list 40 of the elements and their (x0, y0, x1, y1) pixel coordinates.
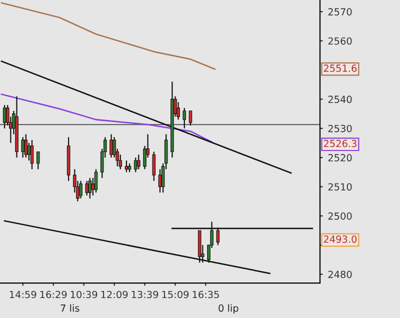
line-series (0, 94, 213, 143)
line-series (0, 2, 216, 70)
text: 0 lip (218, 304, 238, 314)
candlestick (36, 151, 40, 170)
x-tick-label: 16:29 (40, 290, 67, 298)
y-tick-label: 2510 (328, 183, 352, 191)
y-tick-label: 2500 (328, 212, 352, 220)
x-tick-label: 10:39 (70, 290, 98, 298)
y-tick-label: 2530 (328, 124, 352, 132)
x-tick-label: 12:09 (101, 290, 128, 298)
text: 7 lis (60, 304, 80, 312)
candlestick (85, 180, 89, 196)
candlestick (27, 142, 31, 162)
y-tick-label: 2520 (328, 154, 352, 162)
x-tick-label: 13:39 (132, 290, 158, 298)
text: 2551.6 (324, 64, 357, 72)
candlestick (110, 134, 113, 158)
text: 2493.0 (324, 235, 357, 243)
y-tick-label: 2540 (328, 96, 352, 104)
candlestick (30, 139, 34, 170)
candlestick (134, 157, 138, 173)
candlestick (137, 154, 140, 170)
y-tick-label: 2560 (328, 37, 352, 45)
candlestick (124, 160, 128, 173)
candlestick (24, 134, 28, 158)
y-tick-label: 2480 (328, 270, 352, 278)
y-tick-label: 2570 (328, 8, 352, 16)
candlestick (79, 180, 82, 199)
text: 2526.3 (324, 140, 356, 148)
x-tick-label: 16:35 (192, 290, 219, 298)
candlestick (2, 104, 6, 129)
candlestick (188, 110, 192, 126)
x-tick-label: 15:09 (162, 290, 189, 298)
candlestick (158, 168, 162, 194)
candlestick (182, 107, 186, 129)
x-tick-label: 14:59 (10, 290, 36, 298)
candlestick (21, 136, 25, 158)
candlestick (88, 177, 92, 199)
candlestick (152, 151, 156, 182)
candlestick (94, 168, 98, 194)
